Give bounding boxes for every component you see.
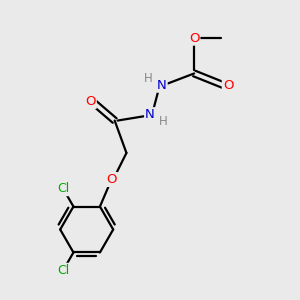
Text: H: H bbox=[159, 115, 168, 128]
Text: H: H bbox=[144, 72, 153, 85]
Text: Cl: Cl bbox=[57, 182, 69, 195]
Text: O: O bbox=[189, 32, 200, 45]
Text: O: O bbox=[223, 79, 233, 92]
Text: O: O bbox=[106, 173, 117, 186]
Text: N: N bbox=[157, 79, 167, 92]
Text: O: O bbox=[85, 95, 96, 108]
Text: N: N bbox=[145, 108, 155, 121]
Text: Cl: Cl bbox=[57, 264, 69, 277]
